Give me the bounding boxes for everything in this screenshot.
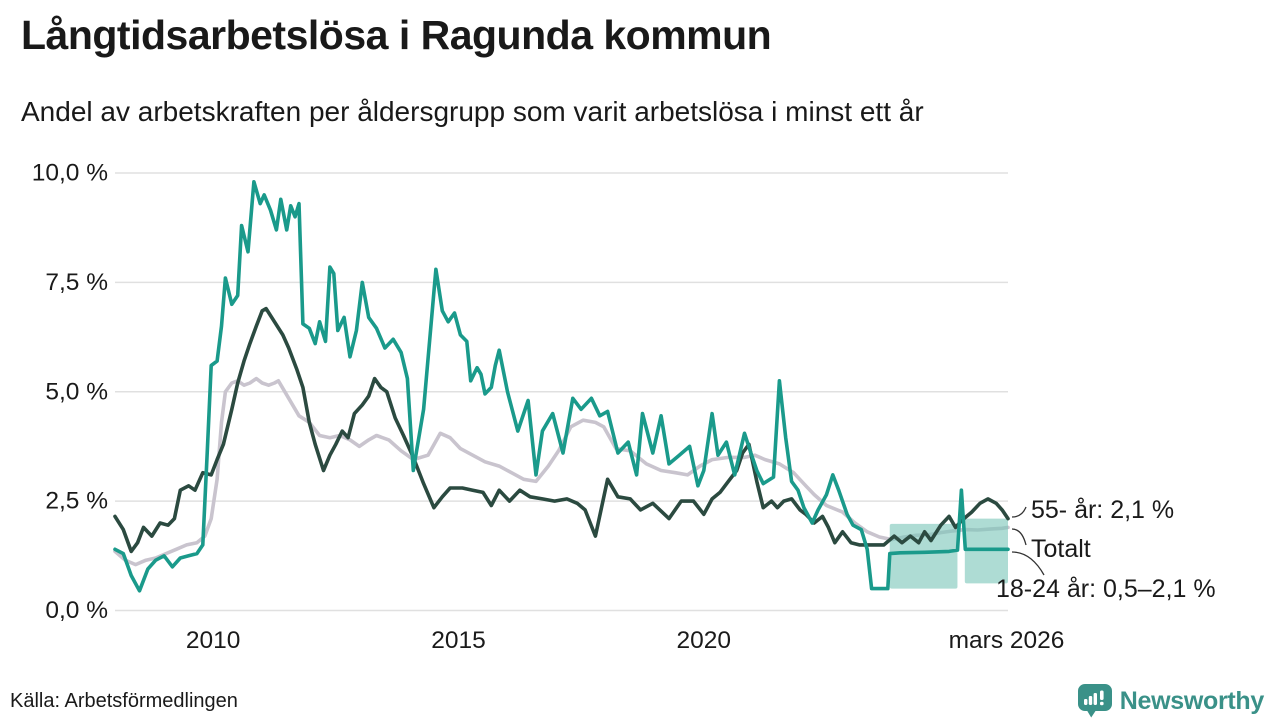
y-axis-tick-label: 2,5 % [45,488,108,515]
series-line-55-r [113,306,1010,554]
x-axis-tick-label: mars 2026 [949,627,1065,654]
newsworthy-logo-text: Newsworthy [1119,686,1265,715]
series-line-18-24-r [113,180,1010,593]
x-axis-tick-label: 2015 [431,627,486,654]
x-axis-tick-label: 2020 [677,627,732,654]
page-title: Långtidsarbetslösa i Ragunda kommun [21,12,772,58]
label-leader-line [1011,528,1027,546]
series-end-label: 18-24 år: 0,5–2,1 % [996,575,1216,603]
logo-bars-icon [1083,690,1104,706]
y-axis-tick-label: 7,5 % [45,269,108,296]
newsworthy-logo: Newsworthy [1077,684,1264,718]
page-subtitle: Andel av arbetskraften per åldersgrupp s… [21,96,924,127]
label-leader-line [1011,551,1045,576]
source-note: Källa: Arbetsförmedlingen [10,690,238,712]
y-axis-tick-label: 5,0 % [45,378,108,405]
y-axis-tick-label: 0,0 % [45,597,108,624]
series-end-label: Totalt [1031,535,1091,563]
label-leader-line [1011,506,1027,518]
x-axis-tick-label: 2010 [186,627,241,654]
y-axis-tick-label: 10,0 % [32,160,108,187]
series-end-label: 55- år: 2,1 % [1031,496,1174,524]
series-line-totalt [113,376,1010,567]
newsworthy-logo-icon [1077,684,1112,718]
